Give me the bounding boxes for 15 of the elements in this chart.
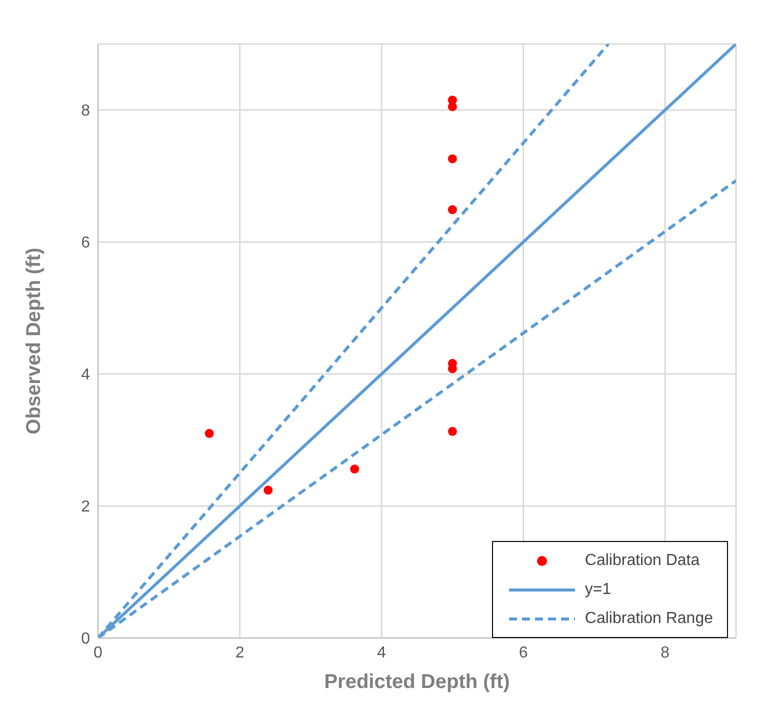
x-tick-label: 2 [235,644,244,662]
x-tick-label: 4 [377,644,386,662]
y-tick-label: 6 [81,234,90,252]
y-tick-label: 4 [81,366,90,384]
y-tick-label: 0 [81,630,90,648]
x-tick-label: 8 [660,644,670,662]
legend-label: y=1 [584,580,612,598]
y-tick-label: 8 [81,102,90,120]
y-tick-label: 2 [81,498,90,516]
x-axis-title: Predicted Depth (ft) [324,671,510,693]
y-axis-title: Observed Depth (ft) [23,248,46,434]
legend-label: Calibration Data [584,552,700,570]
x-tick-label: 0 [94,644,103,662]
x-tick-label: 6 [518,644,528,662]
legend-label: Calibration Range [584,610,713,628]
